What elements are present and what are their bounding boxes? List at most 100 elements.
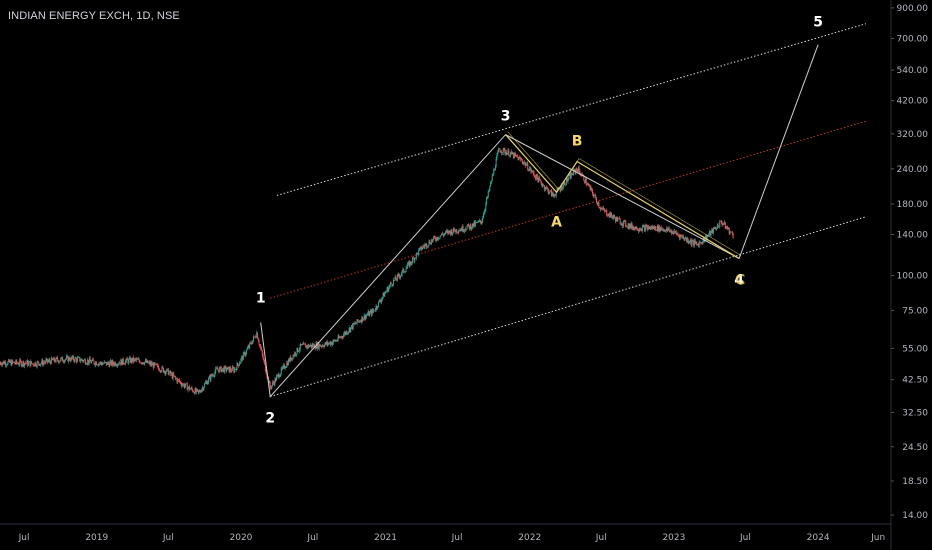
candle-body (242, 352, 244, 360)
candle-body (618, 218, 620, 219)
candle-body (1, 364, 3, 366)
candle-body (676, 233, 678, 235)
candle-body (18, 364, 20, 366)
candle-body (656, 225, 658, 231)
candle-body (542, 185, 544, 187)
candle-body (720, 220, 722, 222)
candle-body (174, 376, 176, 379)
candle-body (573, 169, 575, 171)
candle-body (698, 242, 700, 247)
candle-body (155, 363, 157, 365)
candle-body (128, 359, 130, 364)
x-tick-label: Jul (739, 533, 751, 543)
candle-body (642, 225, 644, 227)
candle-body (91, 359, 93, 362)
candle-body (65, 359, 67, 361)
candle-body (565, 178, 567, 185)
candle-body (52, 359, 54, 361)
candle-body (283, 365, 285, 369)
candle-body (663, 229, 665, 231)
candle-body (396, 274, 398, 280)
candle-body (697, 244, 699, 245)
candle-body (239, 362, 241, 364)
candle-body (666, 227, 668, 230)
candle-body (197, 390, 199, 393)
candle-body (362, 318, 364, 321)
candle-body (166, 368, 168, 370)
candle-body (627, 224, 629, 228)
candle-body (275, 378, 277, 381)
candle-body (87, 360, 89, 364)
candle-body (234, 369, 236, 373)
candle-body (708, 234, 710, 236)
candle-body (237, 363, 239, 365)
candle-body (410, 261, 412, 264)
candle-body (318, 344, 320, 349)
candle-body (118, 364, 120, 365)
candle-body (47, 361, 49, 362)
candle-body (358, 321, 360, 322)
candle-body (391, 283, 393, 286)
candle-body (520, 159, 522, 161)
candle-body (161, 366, 163, 372)
candle-body (257, 338, 259, 342)
candle-body (138, 359, 140, 362)
candle-body (170, 370, 172, 375)
candle-body (445, 231, 447, 233)
candle-body (184, 385, 186, 388)
candle-body (645, 225, 647, 227)
candle-body (567, 179, 569, 182)
wave-label-4: 4 (734, 272, 744, 288)
candle-body (100, 362, 102, 364)
candle-body (20, 361, 22, 366)
candle-body (656, 230, 658, 231)
candle-body (369, 312, 371, 316)
candle-body (685, 237, 687, 239)
candle-body (439, 236, 441, 239)
candle-body (730, 231, 732, 233)
candle-body (449, 230, 451, 232)
candle-body (536, 174, 538, 179)
candle-body (74, 357, 76, 362)
candle-body (545, 187, 547, 189)
candle-body (491, 175, 493, 182)
candle-body (633, 226, 635, 230)
candle-body (135, 359, 137, 361)
candle-body (407, 262, 409, 264)
candle-body (401, 270, 403, 275)
candle-body (342, 337, 344, 338)
candle-body (31, 363, 33, 365)
candle-body (437, 237, 439, 240)
candle-body (450, 229, 452, 235)
candle-body (635, 226, 637, 229)
candle-body (716, 224, 718, 229)
candle-body (506, 153, 508, 155)
candle-body (468, 225, 470, 229)
candle-body (3, 361, 5, 365)
candle-body (608, 213, 610, 217)
candle-body (726, 226, 728, 228)
candle-body (60, 358, 62, 361)
candle-body (550, 190, 552, 192)
candle-body (313, 344, 315, 349)
candle-body (510, 151, 512, 154)
x-tick-label: 2020 (230, 533, 253, 543)
candle-body (375, 305, 377, 311)
candle-body (207, 381, 209, 385)
candle-body (83, 359, 85, 362)
candle-body (712, 227, 714, 234)
candle-body (432, 238, 434, 242)
candle-body (115, 365, 117, 366)
candle-body (273, 382, 275, 385)
candle-body (547, 187, 549, 189)
candle-body (370, 310, 372, 313)
candle-body (459, 230, 461, 232)
candle-body (212, 375, 214, 376)
candle-body (337, 336, 339, 341)
candle-body (631, 223, 633, 229)
candle-body (341, 336, 343, 338)
candle-body (139, 361, 141, 364)
candle-body (216, 368, 218, 370)
candle-body (178, 379, 180, 382)
